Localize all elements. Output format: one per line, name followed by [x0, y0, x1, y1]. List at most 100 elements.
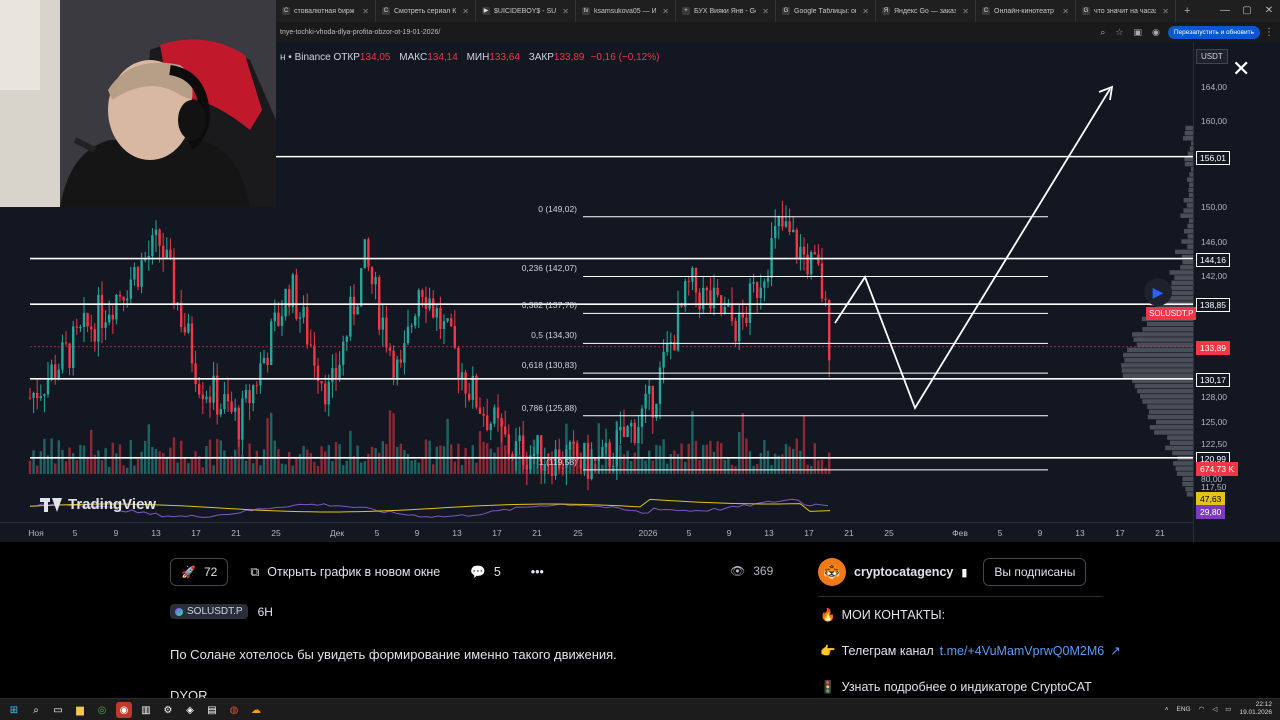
close-icon[interactable]: ✕	[1232, 56, 1251, 81]
language-indicator[interactable]: ENG	[1176, 705, 1191, 713]
tab-close-icon[interactable]: ✕	[362, 6, 369, 16]
profile-icon[interactable]: ◉	[1152, 26, 1160, 37]
price-axis-marker: 144,16	[1196, 252, 1230, 267]
tab-close-icon[interactable]: ✕	[862, 6, 869, 16]
candle-body	[745, 317, 748, 323]
volume-bar	[327, 445, 330, 474]
comments-button[interactable]: 💬 5	[470, 564, 501, 580]
app-icon[interactable]: ▥	[141, 704, 151, 716]
browser-tab[interactable]: C Смотреть сериал Корол ✕	[376, 0, 476, 22]
tab-close-icon[interactable]: ✕	[462, 6, 469, 16]
volume-profile-bar	[1122, 373, 1193, 378]
browser-menu-icon[interactable]: ⋮	[1264, 26, 1274, 38]
symbol-chip[interactable]: SOLUSDT.P	[170, 604, 248, 619]
browser-tab[interactable]: + БУХ Вияки Янв - Google ✕	[676, 0, 776, 22]
app-icon[interactable]: ◍	[229, 704, 239, 716]
settings-icon[interactable]: ⚙	[163, 704, 173, 716]
task-view-icon[interactable]: ▭	[53, 704, 63, 716]
volume-bar	[93, 454, 96, 474]
volume-bar	[352, 456, 356, 474]
candle-body	[313, 345, 316, 366]
volume-bar	[756, 464, 759, 474]
volume-bar	[262, 449, 266, 474]
chevron-up-icon[interactable]: ˄	[1164, 705, 1169, 713]
tab-close-icon[interactable]: ✕	[562, 6, 569, 16]
browser-tab[interactable]: ▶ $UICIDEBOY$ - SUNS ✕	[476, 0, 576, 22]
author-block: 🐯 cryptocatagency ▮ Вы подписаны	[818, 558, 1087, 586]
tab-close-icon[interactable]: ✕	[762, 6, 769, 16]
bookmark-star-icon[interactable]: ☆	[1115, 26, 1124, 37]
boost-button[interactable]: 🚀 72	[170, 558, 229, 586]
candle-body	[280, 316, 284, 326]
volume-bar	[540, 467, 543, 474]
volume-bar	[547, 453, 550, 474]
clock[interactable]: 22:12 19.01.2026	[1239, 701, 1272, 716]
relaunch-button[interactable]: Перезапустить и обновить	[1167, 25, 1260, 39]
candle-body	[738, 312, 741, 342]
minimize-icon[interactable]: —	[1220, 5, 1230, 16]
author-name[interactable]: cryptocatagency	[854, 565, 954, 579]
candle-body	[158, 229, 161, 246]
time-tick-label: 25	[884, 528, 894, 538]
search-icon[interactable]: ⌕	[33, 704, 39, 716]
browser-tab[interactable]: Я Яндекс Go — заказ пос ✕	[876, 0, 976, 22]
volume-profile-bar	[1186, 492, 1193, 497]
app-icon[interactable]: ◈	[186, 704, 194, 716]
volume-bar	[331, 461, 334, 474]
wifi-icon[interactable]: ◠	[1198, 706, 1205, 713]
candle-body	[43, 394, 46, 397]
candle-body	[68, 343, 71, 368]
chrome-icon[interactable]: ◎	[97, 704, 107, 716]
volume-bar	[198, 456, 201, 474]
volume-bar	[392, 413, 395, 474]
candle-body	[140, 260, 143, 287]
volume-icon[interactable]: ◁	[1212, 706, 1218, 713]
url-text[interactable]: tnye-tochki-vhoda-dlya-profita-obzor-ot-…	[280, 28, 441, 36]
play-icon[interactable]: ▶	[1144, 278, 1172, 306]
more-options-button[interactable]: •••	[523, 559, 552, 585]
windows-start-icon[interactable]: ⊞	[9, 704, 19, 716]
battery-icon[interactable]: ▭	[1225, 706, 1232, 713]
price-chart[interactable]	[0, 42, 1193, 522]
time-axis[interactable]: Ноя 5 9 13 17 21 25 Дек 5 9 13 17 21 25 2026 5 9 13 17 21 25…	[0, 522, 1193, 542]
active-app-icon[interactable]: ◉	[116, 702, 132, 718]
maximize-icon[interactable]: ▢	[1242, 5, 1252, 16]
file-explorer-icon[interactable]: ▆	[76, 704, 84, 716]
volume-bar	[406, 453, 410, 474]
browser-tab[interactable]: tv ksamsukova05 — Идеи ✕	[576, 0, 676, 22]
currency-selector[interactable]: USDT	[1196, 49, 1228, 64]
volume-bar	[360, 462, 363, 474]
cloud-icon[interactable]: ☁	[251, 704, 261, 716]
tradingview-logo[interactable]: TradingView	[40, 496, 156, 513]
ohlc-value: 133,64	[489, 52, 520, 63]
subscribed-button[interactable]: Вы подписаны	[983, 558, 1087, 586]
browser-tab[interactable]: G Google Таблицы: онлай ✕	[776, 0, 876, 22]
close-window-icon[interactable]: ✕	[1264, 5, 1274, 16]
tab-close-icon[interactable]: ✕	[662, 6, 669, 16]
tab-close-icon[interactable]: ✕	[1062, 6, 1069, 16]
traffic-light-icon: 🚦	[820, 680, 836, 694]
browser-tab[interactable]: C Онлайн-кинотеатр FLEX ✕	[976, 0, 1076, 22]
volume-bar	[712, 451, 716, 474]
candle-body	[36, 392, 39, 399]
new-tab-icon[interactable]: +	[1184, 5, 1191, 17]
volume-bar	[558, 467, 561, 474]
extensions-icon[interactable]: ▣	[1133, 26, 1143, 37]
telegram-link[interactable]: t.me/+4VuMamVprwQ0M2M6	[939, 644, 1105, 658]
volume-bar	[100, 460, 104, 474]
volume-profile-bar	[1121, 363, 1193, 368]
app-icon[interactable]: ▤	[207, 704, 217, 716]
candle-body	[273, 312, 276, 322]
tab-close-icon[interactable]: ✕	[1162, 6, 1169, 16]
candle-body	[309, 344, 312, 346]
candle-body	[540, 435, 543, 471]
volume-bar	[126, 467, 129, 474]
volume-bar	[784, 443, 788, 474]
avatar[interactable]: 🐯	[818, 558, 846, 586]
volume-bar	[828, 452, 831, 474]
zoom-icon[interactable]: ⌕	[1100, 26, 1106, 37]
open-chart-button[interactable]: ⧉ Открыть график в новом окне	[250, 564, 441, 580]
tab-close-icon[interactable]: ✕	[962, 6, 969, 16]
